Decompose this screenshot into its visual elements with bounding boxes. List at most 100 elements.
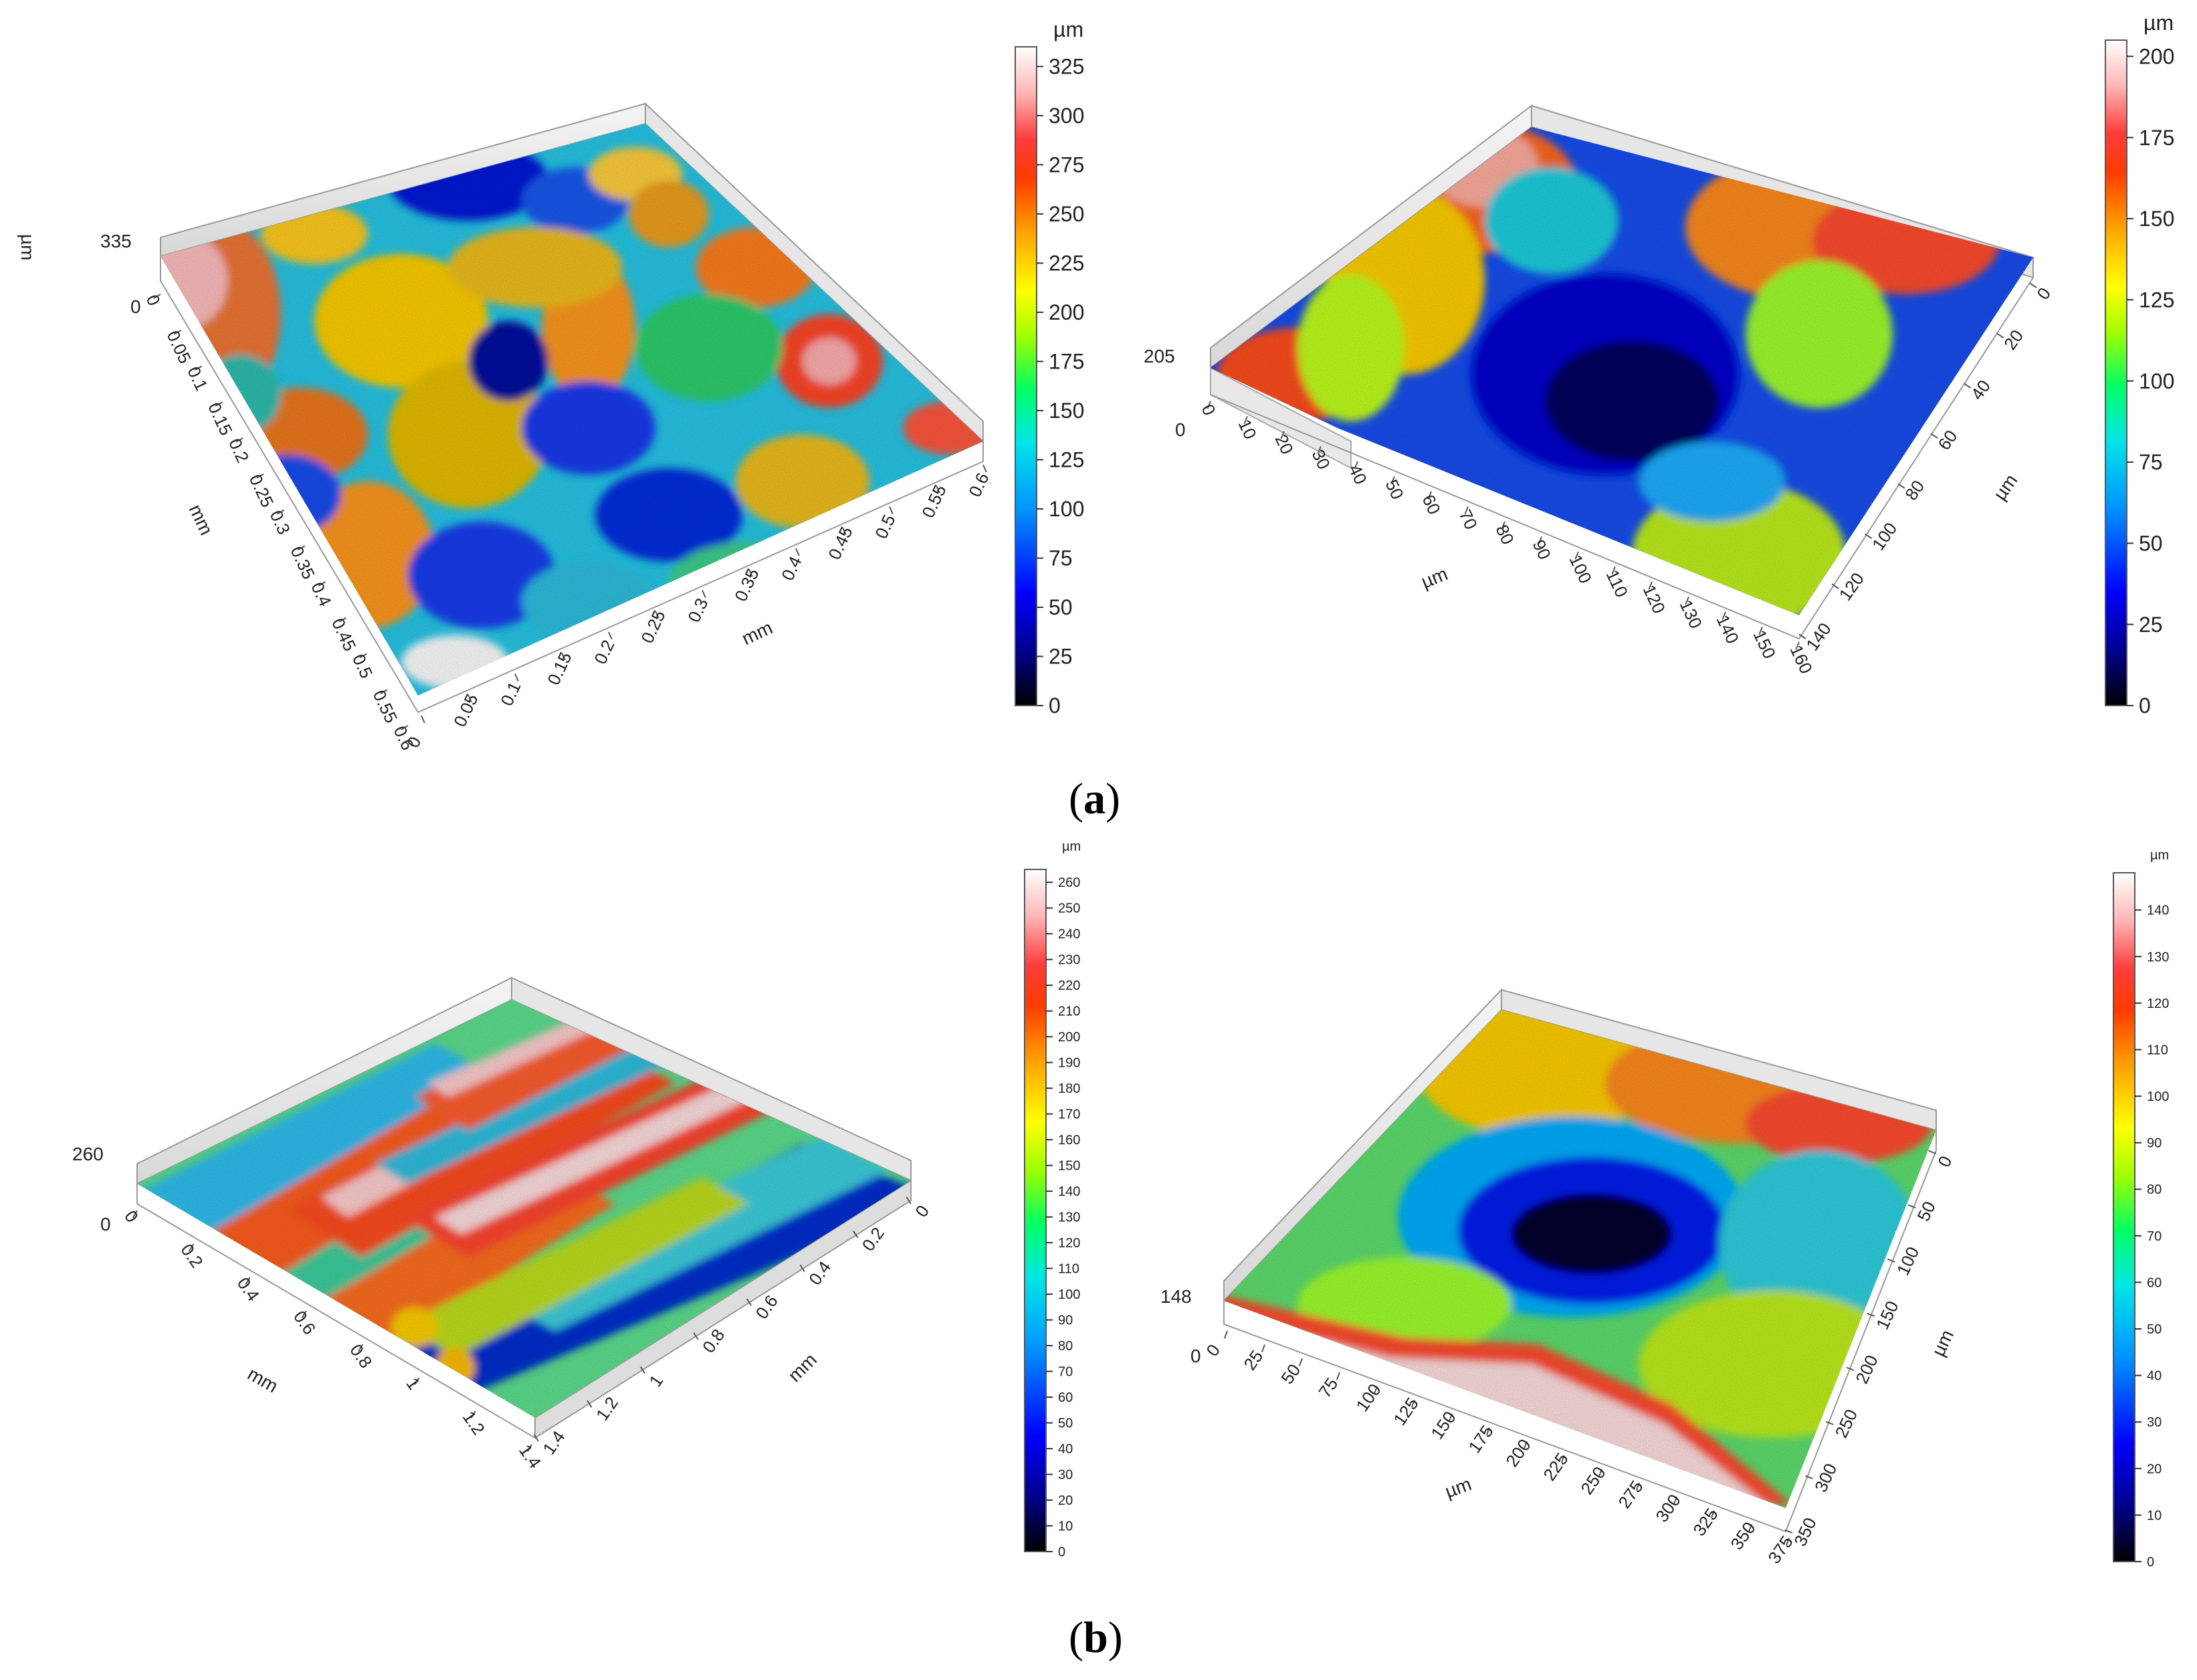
axis-tick-mark [561, 652, 566, 661]
colorbar-tick-label: 325 [1049, 55, 1084, 79]
axis-tick-mark [256, 473, 264, 479]
axis-tick-label: 0 [1198, 401, 1220, 419]
colorbar-tick-label: 40 [1058, 1442, 1073, 1457]
colorbar-tick-label: 150 [1058, 1159, 1080, 1174]
caption-b-letter: b [1083, 1613, 1108, 1662]
colorbar-tick-label: 150 [2139, 207, 2174, 231]
colorbar-tick-label: 100 [2139, 369, 2174, 393]
axis-tick-mark [215, 401, 223, 407]
axis-tick-mark [1635, 1482, 1640, 1491]
axis-tick-label: 130 [1676, 597, 1707, 631]
panel-b-left-colorbar-unit: µm [1062, 839, 1081, 854]
colorbar-tick-label: 120 [2147, 996, 2169, 1011]
axis-tick-label: 70 [1455, 506, 1481, 532]
colorbar-tick-label: 175 [1049, 350, 1084, 374]
panel-b-left-colorbar-gradient [1024, 869, 1047, 1552]
panel-a-left-front-edge-left [160, 256, 419, 713]
colorbar-tick-label: 75 [1049, 546, 1073, 570]
colorbar-tick-label: 10 [2147, 1508, 2162, 1523]
colorbar-tick-label: 20 [2147, 1462, 2162, 1477]
axis-tick-label: 10 [1235, 416, 1261, 442]
axis-tick-mark [359, 653, 367, 659]
panel-b-right-colorbar-gradient [2113, 872, 2135, 1562]
axis-tick-mark [1907, 1204, 1916, 1209]
axis-tick-label: 1 [645, 1371, 667, 1390]
axis-tick-mark [655, 611, 659, 619]
axis-tick-label: 0.6 [964, 469, 992, 500]
axis-tick-mark [189, 1243, 195, 1251]
colorbar-tick-label: 200 [2139, 44, 2174, 68]
axis-tick-label: 60 [1933, 427, 1961, 454]
caption-a: (a) [1069, 774, 1120, 823]
axis-tick-mark [470, 1410, 476, 1419]
axis-tick-label: 100 [1566, 552, 1596, 587]
axis-tick-label: 1.2 [459, 1407, 489, 1439]
axis-tick-mark [1748, 1524, 1752, 1532]
colorbar-tick-label: 140 [1058, 1184, 1080, 1199]
colorbar-tick-label: 70 [1058, 1365, 1073, 1380]
axis-tick-label: 200 [1501, 1435, 1534, 1471]
colorbar-tick-label: 0 [2139, 694, 2151, 718]
panel-a-right-colorbar-unit: µm [2143, 11, 2174, 35]
axis-tick-label: 0.3 [266, 507, 294, 537]
panel-a-left-colorbar-gradient [1015, 46, 1037, 706]
axis-tick-mark [533, 1434, 539, 1442]
axis-tick-label: 0 [120, 1206, 142, 1226]
colorbar-tick-label: 50 [2139, 532, 2163, 556]
colorbar-tick-label: 180 [1058, 1081, 1080, 1096]
axis-tick-mark [2029, 282, 2037, 288]
colorbar-tick-label: 240 [1058, 927, 1080, 942]
axis-tick-label: 0.35 [286, 543, 319, 583]
caption-b: (b) [1069, 1613, 1123, 1662]
panel-a-left-axis2-unit: mm [738, 617, 775, 649]
axis-tick-label: 0.4 [777, 553, 805, 583]
axis-tick-label: 125 [1389, 1394, 1422, 1429]
axis-tick-mark [414, 1377, 420, 1385]
caption-b-open: ( [1069, 1613, 1083, 1662]
colorbar-tick-label: 50 [2147, 1322, 2162, 1337]
axis-tick-label: 0.05 [163, 328, 195, 367]
panel-a-left-height-max: 335 [100, 231, 132, 251]
axis-tick-label: 80 [1492, 522, 1518, 548]
axis-tick-label: 0.45 [328, 615, 360, 655]
axis-tick-label: 0.2 [225, 435, 253, 465]
axis-tick-mark [1784, 1529, 1793, 1534]
axis-tick-mark [1523, 1441, 1528, 1449]
panel-b-left-colorbar-ticks: 0 10 20 30 40 50 60 70 80 90 100 110 120 130 140 150 160… [1046, 875, 1080, 1560]
axis-tick-mark [1538, 536, 1542, 544]
axis-tick-mark [1846, 1366, 1855, 1371]
axis-tick-mark [799, 1264, 805, 1272]
colorbar-tick-label: 210 [1058, 1005, 1080, 1019]
panel-a-right-colorbar: µm 0 25 50 75 100 125 150 175 200 [2105, 11, 2174, 718]
panel-a-right-front-edge [1210, 277, 2034, 640]
colorbar-tick-label: 30 [2147, 1415, 2162, 1430]
axis-tick-label: 1 [403, 1374, 425, 1393]
panel-b-left-surface [137, 1000, 911, 1418]
axis-tick-mark [1710, 1510, 1715, 1519]
axis-tick-mark [1996, 332, 2004, 338]
axis-tick-mark [982, 464, 987, 473]
panel-b-left-height-zero: 0 [100, 1214, 111, 1235]
axis-tick-label: 0 [1202, 1340, 1224, 1360]
axis-tick-label: 0.55 [369, 687, 402, 726]
axis-tick-label: 0.1 [183, 363, 211, 393]
axis-tick-mark [889, 506, 894, 514]
colorbar-tick-label: 50 [1058, 1416, 1073, 1431]
axis-tick-mark [906, 1196, 912, 1204]
colorbar-tick-label: 100 [2147, 1089, 2169, 1104]
axis-tick-mark [1685, 597, 1689, 605]
colorbar-tick-label: 110 [1058, 1262, 1079, 1277]
axis-tick-mark [1574, 551, 1579, 560]
colorbar-tick-label: 20 [1058, 1493, 1073, 1508]
colorbar-tick-label: 130 [1058, 1211, 1080, 1225]
axis-tick-mark [1373, 1386, 1378, 1394]
colorbar-tick-label: 140 [2147, 904, 2169, 918]
panel-a-left-front-edge-right [417, 441, 984, 713]
colorbar-tick-label: 100 [1049, 497, 1084, 521]
axis-tick-label: 110 [1602, 566, 1633, 600]
colorbar-tick-label: 100 [1058, 1287, 1080, 1302]
panel-a-left: 335 0 µm 00.050.10.150.20.250.30.350.40.… [17, 102, 993, 753]
